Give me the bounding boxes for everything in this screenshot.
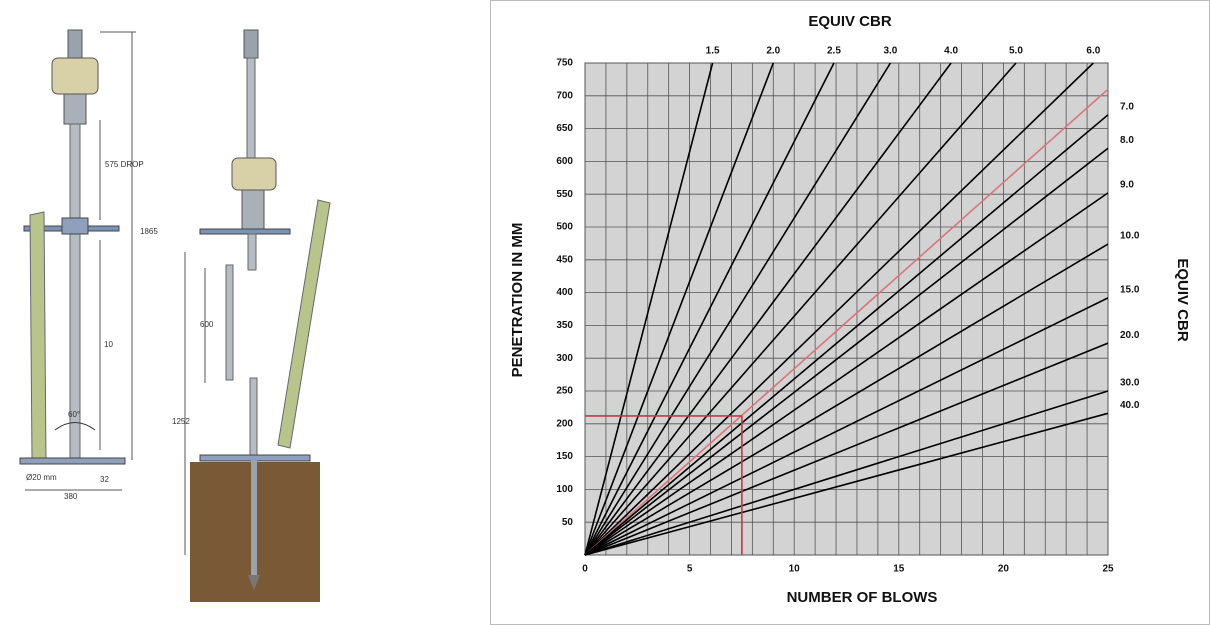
cbr-label: 2.0 bbox=[766, 46, 780, 57]
y-tick-label: 350 bbox=[556, 320, 573, 331]
rod-extension bbox=[226, 265, 233, 380]
y-tick-label: 700 bbox=[556, 90, 573, 101]
hammer bbox=[232, 158, 276, 190]
y-tick-label: 450 bbox=[556, 254, 573, 265]
dim-label: 60° bbox=[68, 410, 80, 419]
handle bbox=[244, 30, 258, 58]
cbr-label: 2.5 bbox=[827, 46, 841, 57]
y-tick-label: 200 bbox=[556, 418, 573, 429]
dim-label: 575 DROP bbox=[105, 160, 144, 169]
y-tick-label: 50 bbox=[562, 517, 574, 528]
anvil bbox=[200, 229, 290, 234]
dim-label: Ø20 mm bbox=[26, 473, 57, 482]
cbr-label: 7.0 bbox=[1120, 101, 1134, 112]
cbr-label: 15.0 bbox=[1120, 284, 1140, 295]
cbr-label: 30.0 bbox=[1120, 378, 1140, 389]
hammer-neck bbox=[64, 94, 86, 124]
cbr-label: 4.0 bbox=[944, 46, 958, 57]
cbr-label: 1.5 bbox=[706, 46, 720, 57]
dim-label: 1252 bbox=[172, 417, 190, 426]
cbr-label: 8.0 bbox=[1120, 135, 1134, 146]
y-tick-label: 400 bbox=[556, 287, 573, 298]
y-tick-label: 250 bbox=[556, 386, 573, 397]
x-tick-label: 20 bbox=[998, 564, 1010, 575]
y-tick-label: 300 bbox=[556, 353, 573, 364]
hammer bbox=[52, 58, 98, 94]
rod-in-soil bbox=[251, 460, 257, 575]
y-tick-label: 650 bbox=[556, 123, 573, 134]
anvil-block bbox=[62, 218, 88, 234]
dim-label: 600 bbox=[200, 320, 214, 329]
ruler bbox=[30, 212, 46, 460]
x-tick-label: 5 bbox=[687, 564, 693, 575]
y-axis-label: PENETRATION IN MM bbox=[509, 223, 526, 378]
rod bbox=[248, 234, 256, 270]
dim-label: 10 bbox=[104, 340, 113, 349]
cbr-label: 3.0 bbox=[883, 46, 897, 57]
cbr-label: 40.0 bbox=[1120, 400, 1140, 411]
top-axis-label: EQUIV CBR bbox=[808, 13, 892, 30]
x-tick-label: 15 bbox=[893, 564, 905, 575]
chart: EQUIV CBR NUMBER OF BLOWS PENETRATION IN… bbox=[490, 0, 1211, 625]
page: 575 DROP 1865 10 60° Ø20 mm 32 380 600 1… bbox=[0, 0, 1211, 625]
plot-area bbox=[585, 63, 1108, 555]
y-tick-label: 100 bbox=[556, 484, 573, 495]
rod bbox=[247, 58, 255, 158]
hammer-neck bbox=[242, 190, 264, 230]
dim-label: 1865 bbox=[140, 227, 158, 236]
dim-label: 32 bbox=[100, 475, 109, 484]
base-plate bbox=[20, 458, 125, 464]
cbr-label: 9.0 bbox=[1120, 180, 1134, 191]
y-tick-label: 550 bbox=[556, 189, 573, 200]
handle bbox=[68, 30, 82, 60]
cbr-label: 10.0 bbox=[1120, 231, 1140, 242]
cbr-label: 20.0 bbox=[1120, 330, 1140, 341]
y-tick-label: 150 bbox=[556, 451, 573, 462]
x-axis-label: NUMBER OF BLOWS bbox=[787, 589, 938, 606]
y-tick-label: 750 bbox=[556, 58, 573, 69]
x-tick-label: 0 bbox=[582, 564, 588, 575]
x-tick-label: 25 bbox=[1102, 564, 1114, 575]
rod bbox=[250, 378, 257, 458]
ruler bbox=[278, 200, 330, 448]
dim-label: 380 bbox=[64, 492, 78, 501]
rod bbox=[70, 124, 80, 459]
x-tick-label: 10 bbox=[789, 564, 801, 575]
cbr-label: 6.0 bbox=[1086, 46, 1100, 57]
cbr-label: 5.0 bbox=[1009, 46, 1023, 57]
right-axis-label: EQUIV CBR bbox=[1174, 258, 1191, 342]
y-tick-label: 500 bbox=[556, 222, 573, 233]
apparatus-diagram: 575 DROP 1865 10 60° Ø20 mm 32 380 600 1… bbox=[0, 0, 480, 625]
y-tick-label: 600 bbox=[556, 156, 573, 167]
